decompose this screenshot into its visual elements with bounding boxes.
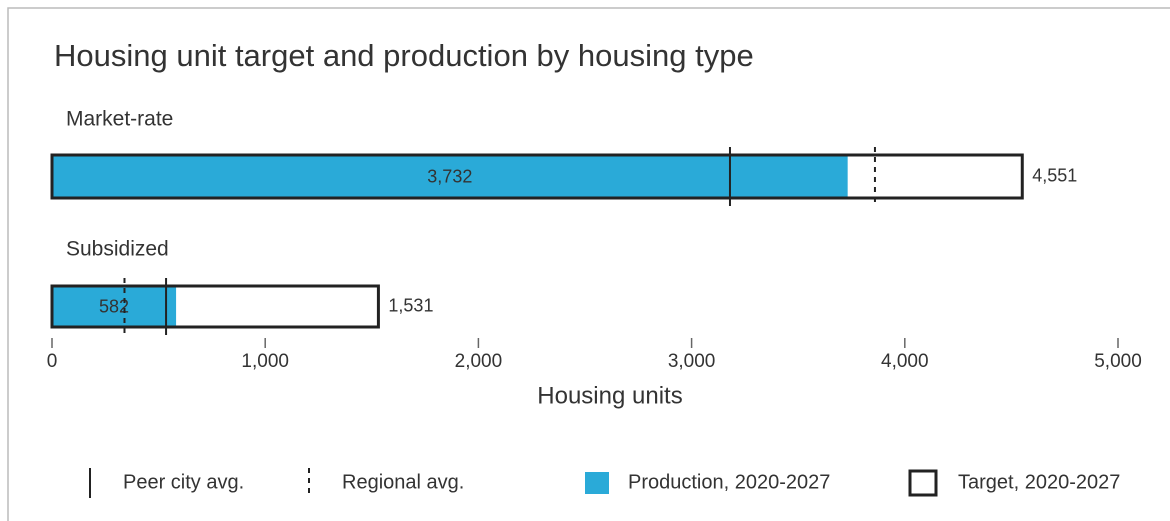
category-label: Market-rate bbox=[66, 108, 173, 131]
value-label: 3,732 bbox=[427, 166, 472, 186]
legend-label: Peer city avg. bbox=[123, 471, 244, 493]
x-tick-label: 2,000 bbox=[455, 351, 503, 372]
panel bbox=[7, 7, 1170, 521]
production-bar bbox=[52, 286, 177, 327]
legend-swatch bbox=[908, 469, 938, 497]
x-tick-label: 5,000 bbox=[1094, 351, 1142, 372]
value-label: 582 bbox=[99, 296, 129, 316]
legend-label: Production, 2020-2027 bbox=[628, 471, 830, 493]
x-tick-label: 3,000 bbox=[668, 351, 716, 372]
x-tick-label: 0 bbox=[47, 351, 58, 372]
production-bar bbox=[52, 155, 848, 198]
x-tick-label: 4,000 bbox=[881, 351, 929, 372]
chart-title: Housing unit target and production by ho… bbox=[54, 38, 754, 73]
legend-label: Regional avg. bbox=[342, 471, 464, 493]
value-label: 1,531 bbox=[388, 295, 433, 315]
legend-swatch bbox=[585, 472, 609, 494]
target-bar bbox=[50, 284, 380, 329]
value-label: 4,551 bbox=[1032, 165, 1077, 185]
legend-label: Target, 2020-2027 bbox=[958, 471, 1120, 493]
category-label: Subsidized bbox=[66, 238, 169, 261]
target-bar bbox=[50, 153, 1024, 200]
x-axis-title: Housing units bbox=[537, 382, 682, 409]
x-tick-label: 1,000 bbox=[241, 351, 289, 372]
